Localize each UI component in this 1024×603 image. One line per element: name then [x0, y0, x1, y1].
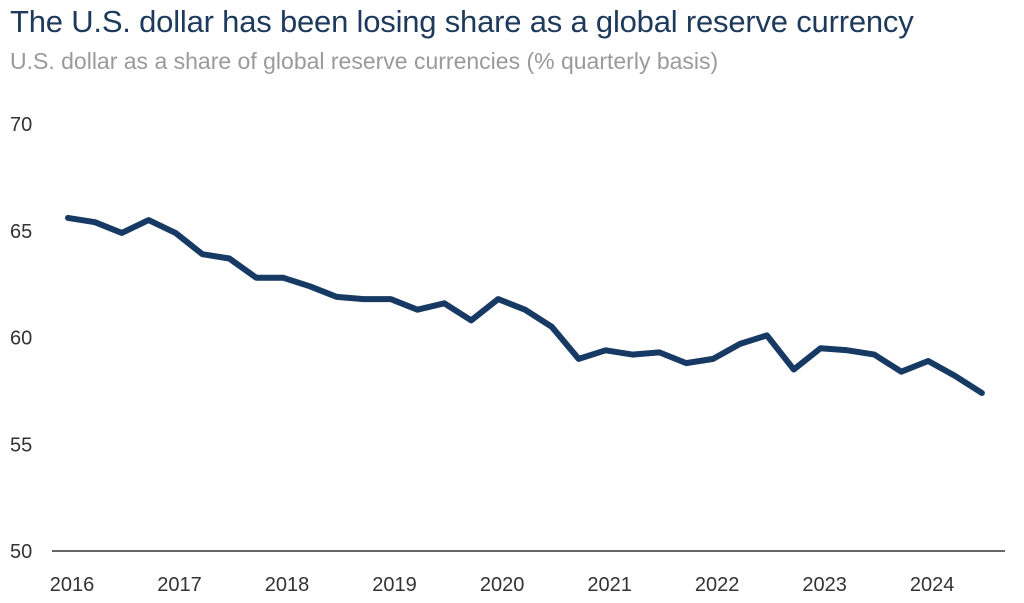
chart-subtitle: U.S. dollar as a share of global reserve… [10, 48, 719, 74]
x-tick-label: 2018 [265, 574, 310, 596]
y-tick-label: 60 [10, 328, 32, 350]
x-tick-label: 2020 [480, 574, 525, 596]
x-tick-label: 2016 [50, 574, 95, 596]
x-tick-label: 2024 [910, 574, 955, 596]
chart-title: The U.S. dollar has been losing share as… [10, 4, 914, 39]
y-tick-label: 50 [10, 541, 32, 563]
y-tick-label: 65 [10, 221, 32, 243]
y-tick-label: 70 [10, 114, 32, 136]
series-line-usd-share [65, 214, 985, 396]
x-tick-label: 2023 [802, 574, 847, 596]
y-tick-label: 55 [10, 434, 32, 456]
x-tick-label: 2022 [695, 574, 740, 596]
x-tick-label: 2019 [372, 574, 417, 596]
x-tick-label: 2021 [587, 574, 632, 596]
x-tick-label: 2017 [157, 574, 202, 596]
